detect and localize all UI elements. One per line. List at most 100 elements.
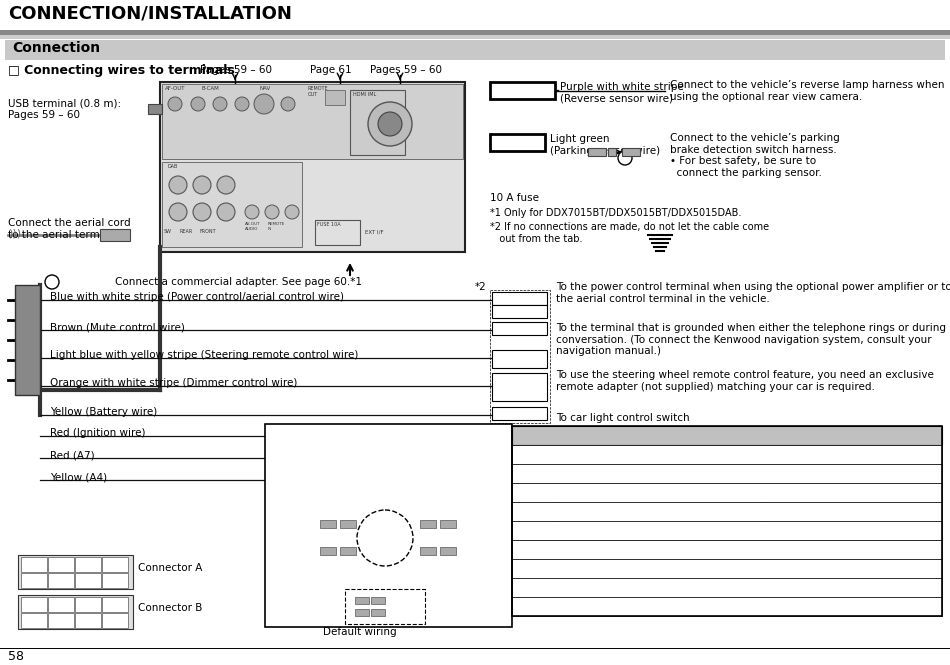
Text: Connect to the vehicle’s parking
brake detection switch harness.
• For best safe: Connect to the vehicle’s parking brake d…: [670, 133, 840, 178]
Bar: [21, 597, 47, 612]
Text: CONNECTION/INSTALLATION: CONNECTION/INSTALLATION: [8, 5, 292, 23]
Text: A7: A7: [30, 576, 38, 581]
Text: 1: 1: [49, 277, 54, 287]
Text: Gray ⊕ / Gray/Black ⊖: Gray ⊕ / Gray/Black ⊖: [560, 562, 675, 572]
Text: 58: 58: [8, 650, 24, 663]
Text: Power control: Power control: [763, 467, 834, 477]
Text: SW: SW: [164, 229, 172, 234]
Text: Vehicle: Vehicle: [460, 541, 498, 551]
Bar: [490, 82, 555, 99]
Text: Red (A7): Red (A7): [435, 489, 480, 499]
Bar: [48, 573, 74, 588]
Circle shape: [45, 275, 59, 289]
Bar: [48, 597, 74, 612]
Text: Connection: Connection: [12, 41, 100, 55]
Text: EXT I/F: EXT I/F: [365, 229, 384, 234]
Bar: [492, 305, 547, 318]
Bar: [0, 35, 950, 39]
Bar: [512, 502, 942, 521]
Circle shape: [213, 97, 227, 111]
Text: B5/B6: B5/B6: [515, 581, 546, 591]
Text: Default wiring: Default wiring: [323, 627, 397, 637]
Circle shape: [193, 203, 211, 221]
Circle shape: [193, 176, 211, 194]
Bar: [75, 557, 101, 572]
Bar: [102, 573, 128, 588]
Text: FRONT: FRONT: [200, 229, 217, 234]
Text: Connecting the ISO connectors on some VW/: Connecting the ISO connectors on some VW…: [270, 429, 548, 439]
Bar: [492, 292, 547, 305]
Bar: [608, 148, 616, 156]
Text: Green ⊕ / Green/Black ⊖: Green ⊕ / Green/Black ⊖: [560, 600, 689, 610]
Text: REMOTE
IN: REMOTE IN: [268, 222, 285, 231]
Text: A4: A4: [515, 448, 529, 458]
Bar: [75, 597, 101, 612]
Circle shape: [217, 176, 235, 194]
Text: Connect the aerial cord
to the aerial terminal.: Connect the aerial cord to the aerial te…: [8, 218, 130, 239]
Bar: [371, 597, 385, 604]
Text: Unit: Unit: [285, 541, 306, 551]
Circle shape: [254, 94, 274, 114]
Text: Orange/White: Orange/White: [560, 486, 633, 496]
Bar: [160, 82, 465, 252]
Text: PRK SW: PRK SW: [492, 135, 542, 145]
Bar: [512, 464, 942, 483]
Circle shape: [191, 97, 205, 111]
Bar: [75, 573, 101, 588]
Bar: [21, 613, 47, 628]
Text: Blue/White: Blue/White: [560, 467, 617, 477]
Text: Connector A: Connector A: [138, 563, 202, 573]
Text: Left speaker (rear): Left speaker (rear): [763, 600, 860, 610]
Text: A5: A5: [515, 467, 529, 477]
Bar: [492, 322, 547, 335]
Text: FUSE 10A: FUSE 10A: [317, 222, 341, 227]
Bar: [355, 609, 369, 616]
Bar: [512, 445, 942, 464]
Text: P. CONT: P. CONT: [494, 293, 523, 302]
Text: To the terminal that is grounded when either the telephone rings or during
conve: To the terminal that is grounded when ei…: [556, 323, 946, 356]
Bar: [512, 426, 942, 445]
Text: Red (A7): Red (A7): [50, 450, 95, 460]
Text: Red (Ignition wire): Red (Ignition wire): [50, 428, 145, 438]
Text: A4: A4: [85, 560, 91, 565]
Text: B2: B2: [111, 600, 119, 605]
Text: A1: A1: [111, 576, 119, 581]
Text: 10 A fuse: 10 A fuse: [490, 193, 539, 203]
Text: You may need to modify the wiring of the
supplied wiring harness as illustrated : You may need to modify the wiring of the…: [270, 459, 503, 481]
Text: B1/B2: B1/B2: [515, 543, 546, 553]
Text: B7/B8: B7/B8: [515, 600, 546, 610]
Bar: [320, 520, 336, 528]
Bar: [18, 555, 133, 589]
Text: *2: *2: [475, 282, 486, 292]
Text: REAR: REAR: [180, 229, 193, 234]
Bar: [18, 595, 133, 629]
Text: 3: 3: [622, 154, 627, 162]
Circle shape: [168, 97, 182, 111]
Text: A3: A3: [30, 560, 38, 565]
Bar: [315, 220, 360, 245]
Circle shape: [618, 151, 632, 165]
Bar: [440, 547, 456, 555]
Text: White ⊕ / White/Black ⊖: White ⊕ / White/Black ⊖: [560, 581, 687, 591]
Text: Purple with white stripe
(Reverse sensor wire): Purple with white stripe (Reverse sensor…: [560, 82, 684, 104]
Text: Ignition (ACC): Ignition (ACC): [763, 505, 835, 515]
Circle shape: [285, 205, 299, 219]
Text: Blue with white stripe (Power control/aerial control wire): Blue with white stripe (Power control/ae…: [50, 292, 344, 302]
Text: Pin: Pin: [515, 429, 535, 439]
Bar: [512, 597, 942, 616]
Bar: [162, 84, 463, 159]
Text: Brown (Mute control wire): Brown (Mute control wire): [50, 322, 185, 332]
Text: USB terminal (0.8 m):
Pages 59 – 60: USB terminal (0.8 m): Pages 59 – 60: [8, 98, 122, 120]
Text: NAV: NAV: [260, 86, 272, 91]
Bar: [371, 609, 385, 616]
Text: Yellow (A4): Yellow (A4): [435, 561, 492, 571]
Text: A6: A6: [57, 560, 65, 565]
Bar: [588, 148, 606, 156]
Bar: [320, 547, 336, 555]
Bar: [490, 290, 550, 423]
Bar: [48, 613, 74, 628]
Text: Right speaker (front): Right speaker (front): [763, 562, 871, 572]
Text: Pages 59 – 60: Pages 59 – 60: [370, 65, 442, 75]
Bar: [492, 407, 547, 420]
Text: *1 Only for DDX7015BT/DDX5015BT/DDX5015DAB.: *1 Only for DDX7015BT/DDX5015BT/DDX5015D…: [490, 208, 741, 218]
